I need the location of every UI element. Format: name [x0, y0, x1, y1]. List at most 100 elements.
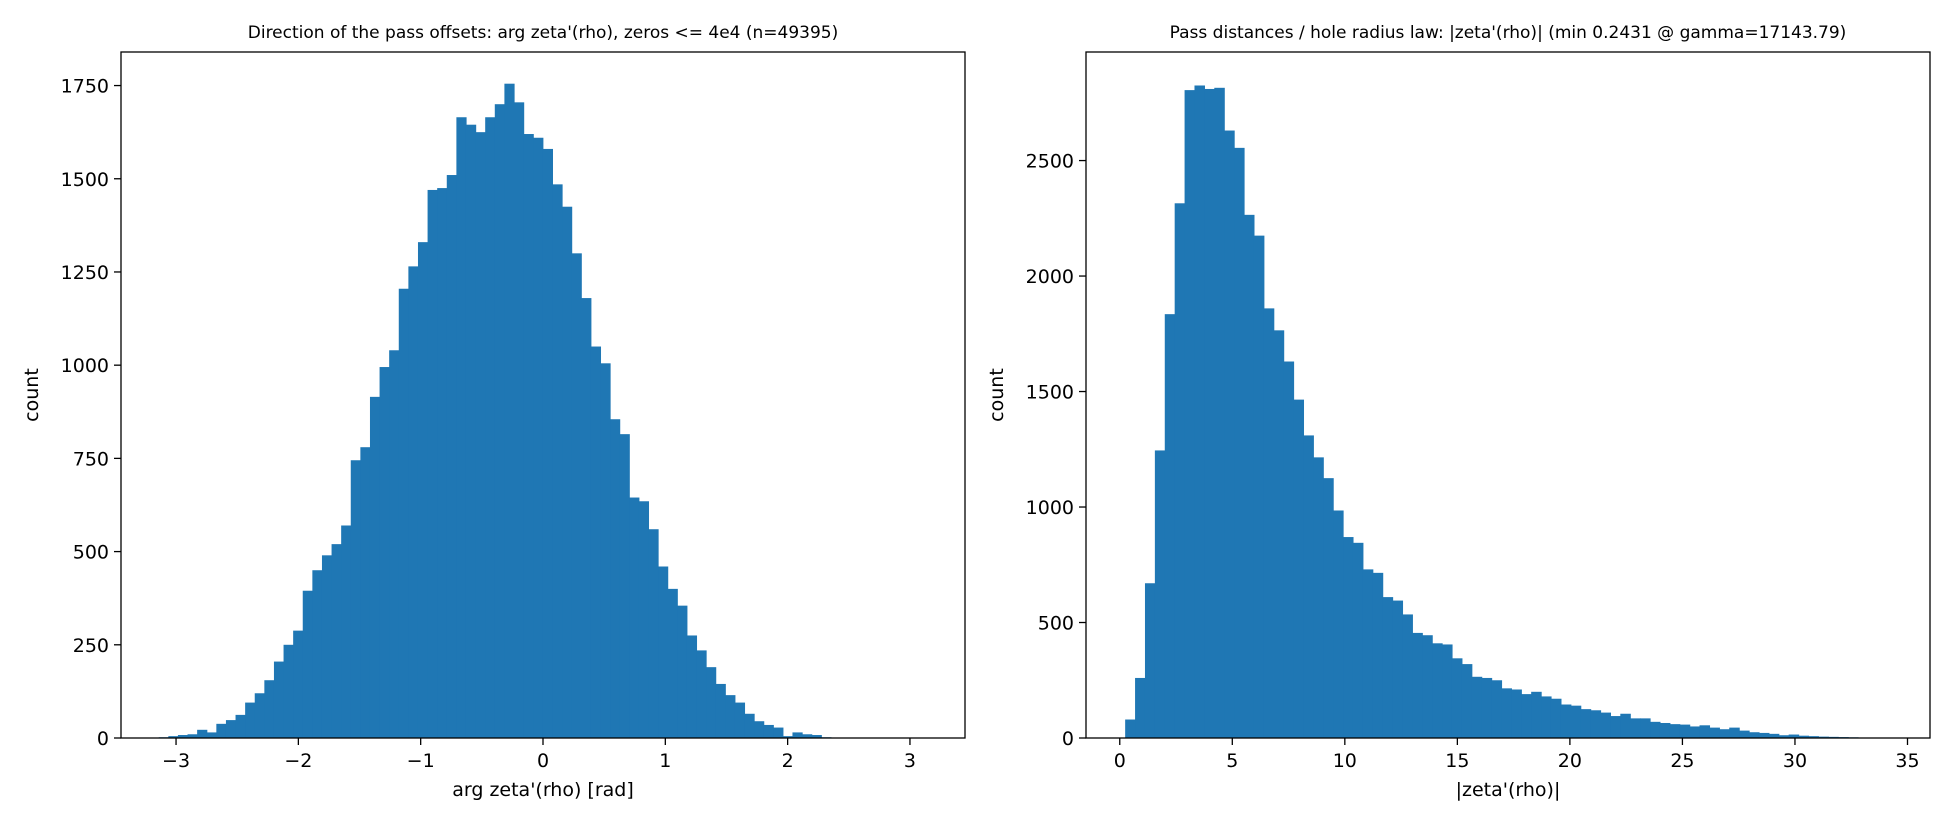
left-histogram-bar	[245, 702, 256, 738]
right-histogram-bar	[1283, 361, 1295, 738]
right-histogram-bar	[1323, 478, 1334, 738]
right-x-tick-label: 15	[1445, 750, 1469, 772]
left-histogram-bar	[389, 350, 400, 738]
left-histogram-bar	[216, 723, 227, 738]
left-histogram-bar	[485, 117, 496, 739]
right-x-axis-label: |zeta'(rho)|	[1456, 779, 1561, 801]
right-histogram-bar	[1442, 644, 1453, 738]
left-histogram-bar	[206, 732, 217, 738]
left-histogram-bar	[254, 693, 265, 738]
right-histogram-bar	[1758, 732, 1770, 738]
right-histogram-bar	[1471, 676, 1483, 738]
right-y-tick-label: 2500	[1026, 151, 1074, 173]
left-histogram-bar	[197, 729, 208, 738]
left-y-tick-label: 1750	[61, 76, 109, 98]
left-histogram-bar	[658, 566, 669, 738]
left-x-tick-label: −3	[162, 750, 190, 772]
right-histogram-bar	[1709, 727, 1720, 738]
left-histogram-bar	[629, 497, 640, 738]
right-histogram-bar	[1531, 691, 1542, 738]
left-histogram-bar	[321, 555, 333, 738]
right-histogram-bar	[1204, 88, 1215, 738]
right-histogram-bar	[1432, 643, 1443, 738]
left-histogram-bar	[427, 189, 438, 738]
left-histogram-bar	[398, 288, 409, 738]
right-histogram-bar	[1640, 718, 1651, 738]
left-histogram-bar	[293, 630, 304, 738]
left-histogram-bar	[283, 644, 294, 738]
right-histogram-bar	[1798, 735, 1810, 738]
right-histogram-bar	[1214, 87, 1225, 739]
left-histogram-bar	[667, 588, 678, 738]
right-x-tick-label: 20	[1558, 750, 1582, 772]
left-histogram-bar	[225, 720, 237, 738]
left-chart-title: Direction of the pass offsets: arg zeta'…	[248, 23, 839, 43]
right-histogram-bar	[1362, 569, 1374, 738]
left-histogram-bar	[552, 184, 563, 739]
left-histogram-bar	[446, 175, 457, 738]
left-histogram-bar	[312, 570, 323, 738]
right-histogram-bar	[1313, 457, 1324, 738]
right-histogram-bar	[1541, 696, 1552, 738]
left-histogram-bar	[331, 544, 342, 738]
right-histogram-bar	[1620, 713, 1631, 738]
right-histogram-bar	[1590, 710, 1602, 738]
left-histogram-bar	[715, 683, 726, 738]
left-histogram-bar	[235, 714, 246, 738]
left-y-tick-label: 1000	[61, 355, 109, 377]
right-histogram-bar	[1521, 694, 1532, 738]
right-histogram-bar	[1491, 680, 1503, 738]
right-histogram-bar	[1778, 735, 1790, 738]
right-x-tick-label: 5	[1226, 750, 1238, 772]
left-x-tick-label: −1	[407, 750, 435, 772]
right-histogram-bar	[1352, 542, 1364, 738]
right-histogram-bar	[1481, 677, 1493, 738]
right-histogram-bar	[1125, 719, 1136, 738]
right-histogram-bar	[1818, 736, 1829, 738]
left-histogram-bar	[504, 83, 515, 738]
left-histogram-bar	[542, 148, 553, 738]
left-histogram-bar	[581, 298, 592, 738]
right-histogram-bar	[1154, 450, 1166, 738]
left-histogram-bar	[782, 736, 794, 738]
right-histogram-bar	[1422, 635, 1433, 738]
right-histogram-bar	[1194, 85, 1205, 739]
left-x-tick-label: 0	[537, 750, 549, 772]
right-histogram-bar	[1659, 722, 1671, 738]
right-histogram-bar	[1303, 435, 1314, 738]
right-histogram-bar	[1343, 537, 1354, 738]
left-histogram-bar	[619, 434, 630, 738]
left-x-tick-label: 2	[782, 750, 794, 772]
right-histogram-bar	[1164, 314, 1176, 738]
left-histogram-panel: −3 −2 −1 0 1 2 3 0 250 500 750 1000 1250 1500 1750 Dire…	[21, 23, 966, 801]
left-histogram-bar	[379, 367, 390, 738]
right-histogram-bar	[1273, 330, 1285, 738]
right-histogram-bar	[1461, 664, 1473, 738]
left-y-tick-label: 750	[73, 448, 109, 470]
right-x-tick-label: 25	[1670, 750, 1694, 772]
right-histogram-bar	[1224, 130, 1235, 738]
left-histogram-bar	[571, 253, 582, 738]
right-y-tick-label: 500	[1038, 613, 1074, 635]
left-y-tick-label: 500	[73, 542, 109, 564]
left-histogram-bar	[677, 605, 688, 738]
right-x-tick-label: 10	[1333, 750, 1357, 772]
right-y-axis-label: count	[986, 368, 1008, 422]
right-x-tick-label: 30	[1783, 750, 1807, 772]
left-histogram-bar	[523, 134, 534, 738]
left-histogram-bar	[638, 501, 650, 738]
left-histogram-bar	[350, 460, 361, 738]
left-histogram-bar	[696, 650, 707, 738]
left-histogram-bar	[773, 727, 784, 738]
right-histogram-bar	[1184, 90, 1196, 739]
right-histogram-bar	[1382, 597, 1394, 738]
right-x-tick-label: 0	[1114, 750, 1126, 772]
right-histogram-bar	[1550, 698, 1562, 738]
left-histogram-bar	[417, 242, 429, 738]
right-histogram-bar	[1174, 203, 1186, 739]
right-histogram-bar	[1689, 726, 1701, 738]
right-histogram-panel: 0 5 10 15 20 25 30 35 0 500 1000 1500 2000 2500 Pass d…	[986, 23, 1931, 801]
left-histogram-bar	[341, 525, 352, 738]
right-histogram-bar	[1560, 704, 1572, 738]
